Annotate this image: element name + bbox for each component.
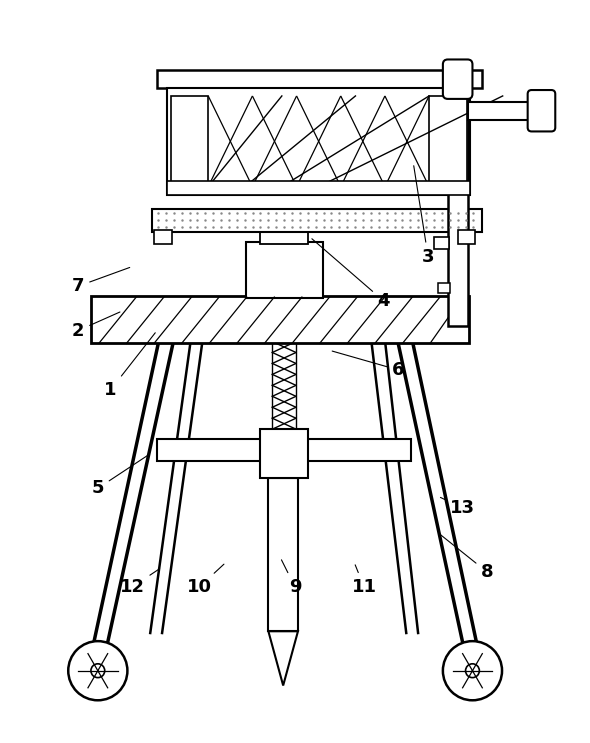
- Bar: [268, 478, 298, 632]
- Bar: [448, 89, 467, 325]
- Text: 3: 3: [414, 166, 434, 266]
- Bar: [167, 88, 470, 195]
- Bar: [245, 242, 323, 298]
- Text: 13: 13: [441, 497, 475, 517]
- FancyBboxPatch shape: [443, 59, 473, 99]
- Text: 5: 5: [91, 455, 148, 497]
- Text: 4: 4: [312, 239, 390, 310]
- Bar: [152, 210, 482, 232]
- Polygon shape: [268, 632, 298, 686]
- Bar: [167, 181, 470, 195]
- Text: 9: 9: [281, 559, 301, 596]
- Text: 10: 10: [187, 564, 224, 596]
- Circle shape: [466, 663, 479, 678]
- Bar: [429, 96, 467, 186]
- FancyBboxPatch shape: [527, 90, 555, 132]
- Bar: [261, 429, 308, 478]
- Text: 6: 6: [332, 351, 405, 379]
- Bar: [157, 71, 482, 88]
- Circle shape: [443, 641, 502, 701]
- Text: 8: 8: [440, 534, 494, 581]
- Bar: [157, 439, 411, 461]
- Bar: [261, 230, 308, 244]
- Text: 7: 7: [72, 267, 130, 295]
- Text: 11: 11: [352, 565, 376, 596]
- Bar: [91, 296, 468, 343]
- Bar: [458, 230, 476, 244]
- Bar: [434, 237, 449, 249]
- Bar: [438, 283, 450, 293]
- Bar: [467, 102, 542, 120]
- Text: 2: 2: [72, 312, 120, 340]
- Text: 1: 1: [104, 333, 155, 399]
- Circle shape: [91, 663, 105, 678]
- Bar: [171, 96, 208, 186]
- Bar: [154, 230, 172, 244]
- Text: 12: 12: [120, 568, 160, 596]
- Circle shape: [68, 641, 127, 701]
